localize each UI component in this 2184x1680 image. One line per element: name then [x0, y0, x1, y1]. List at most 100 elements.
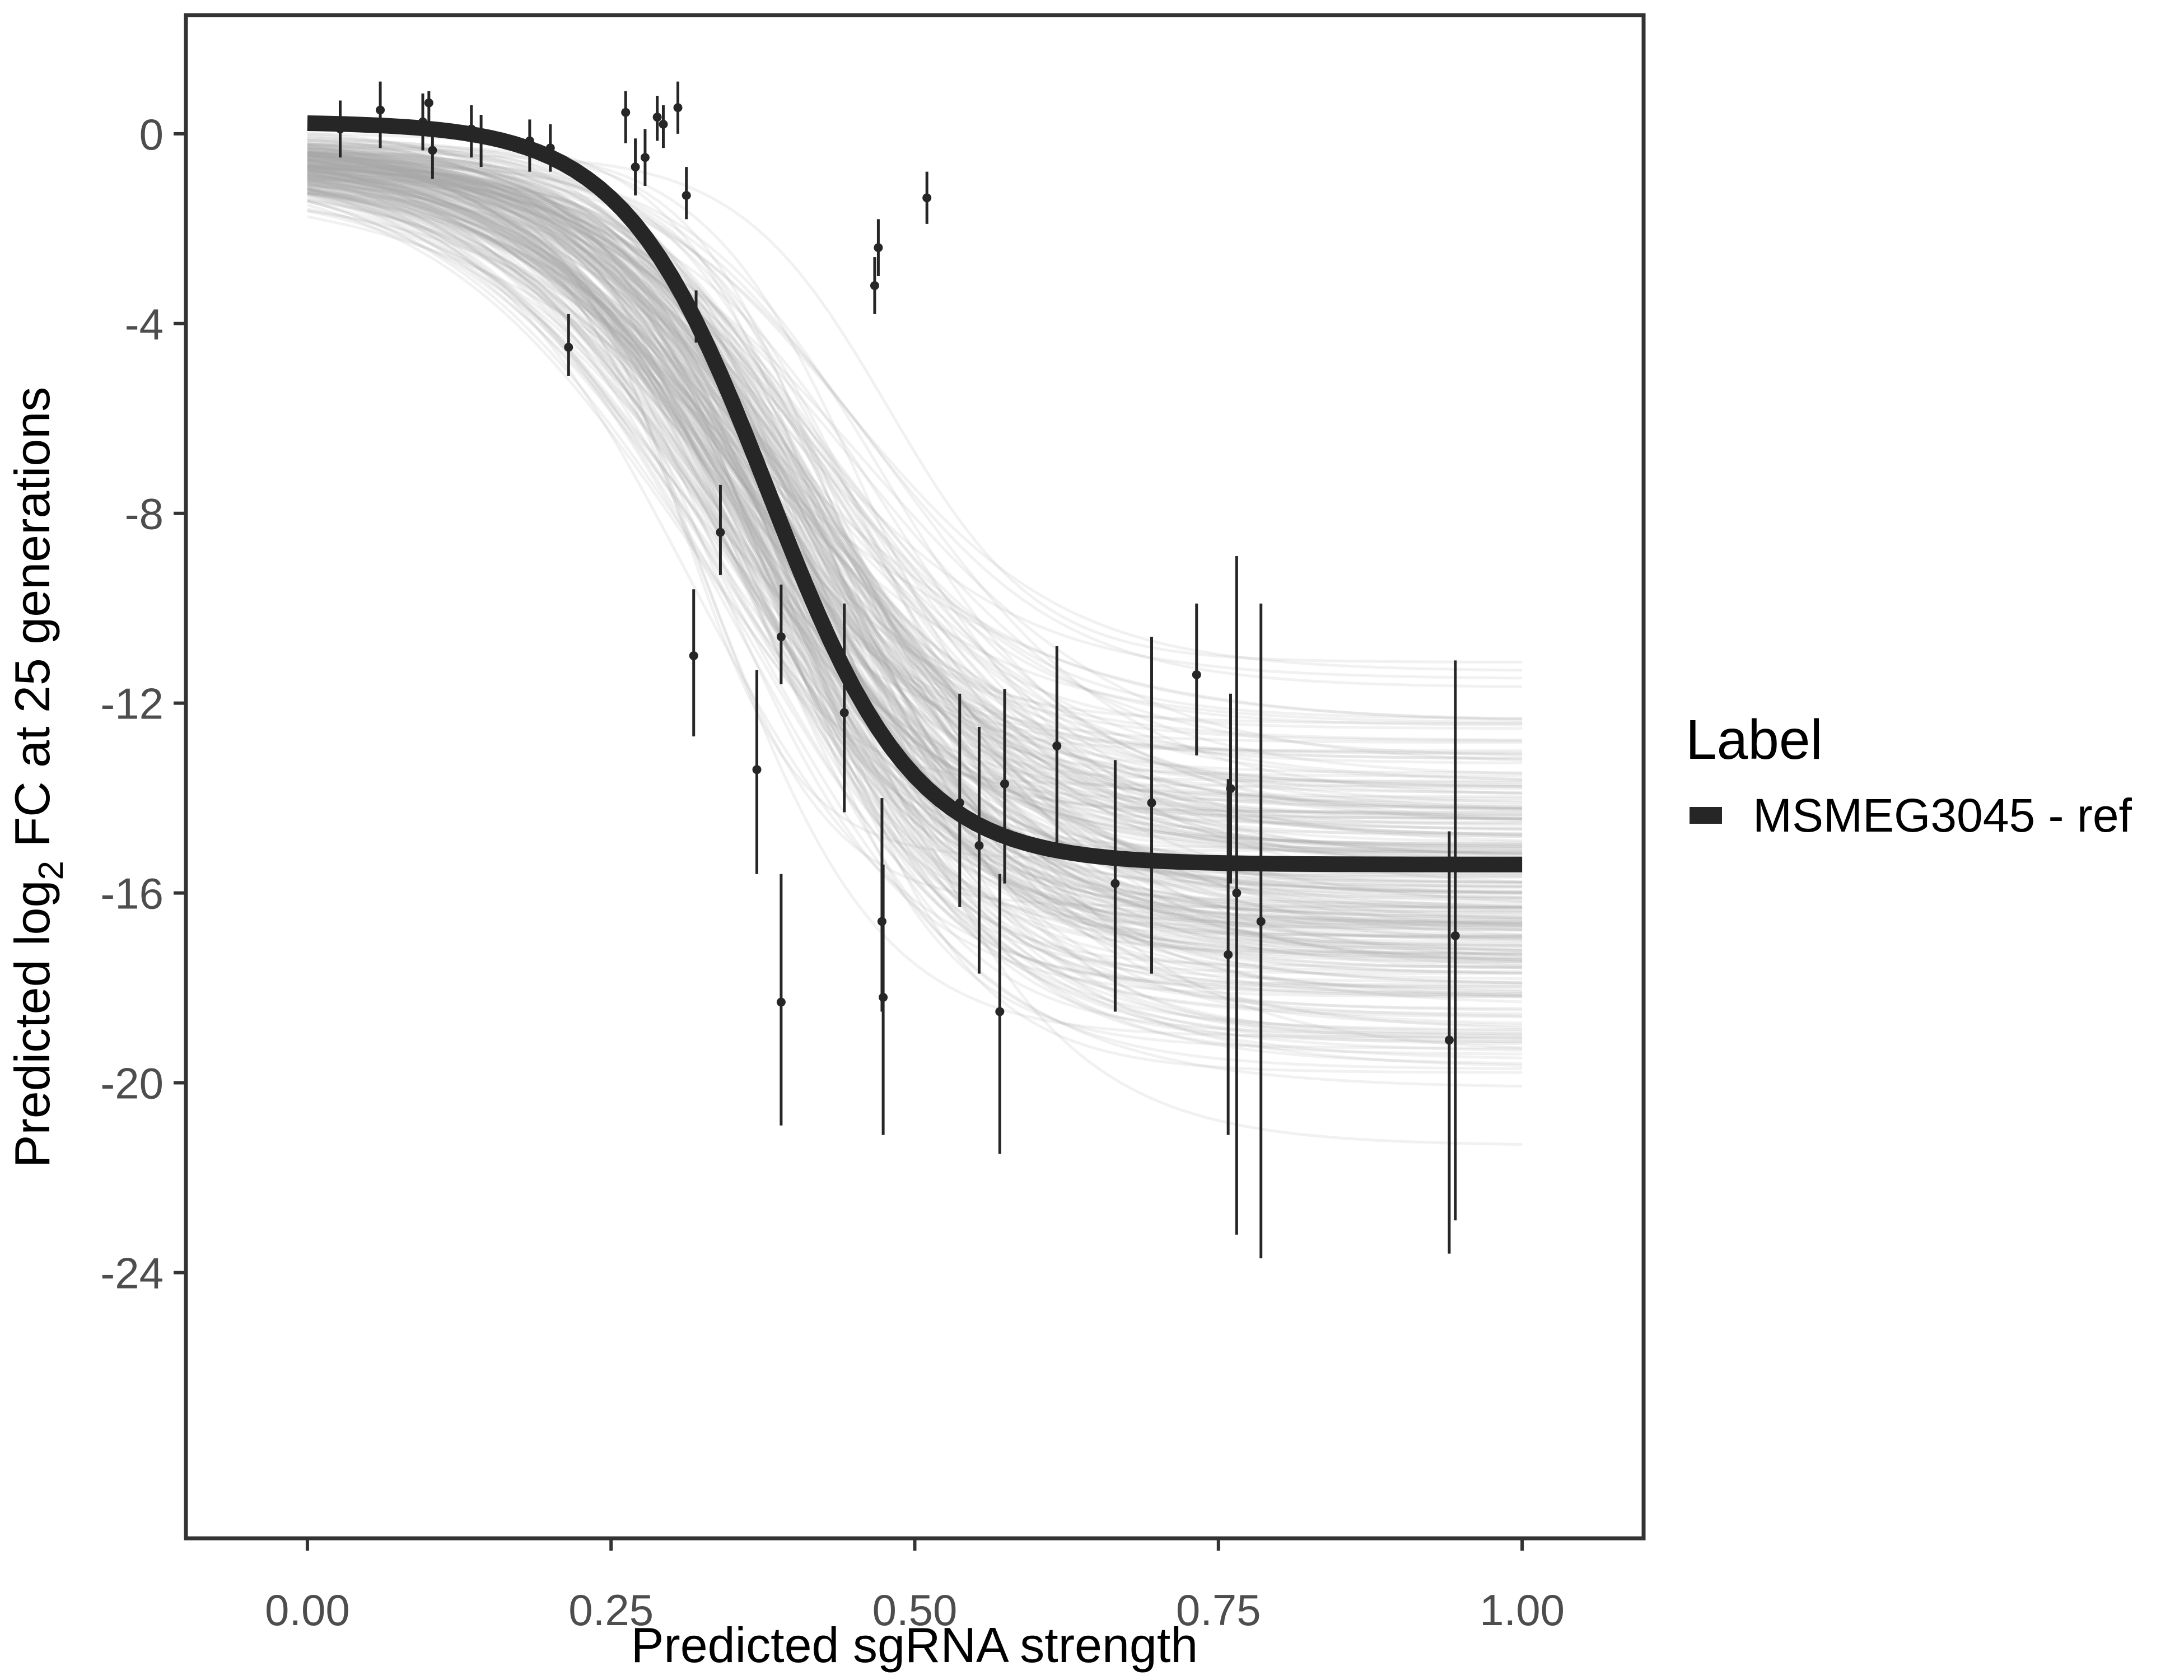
- posterior-draw-curve: [307, 192, 1523, 953]
- posterior-draw-curve: [307, 143, 1523, 794]
- posterior-draw-curve: [307, 148, 1523, 672]
- posterior-draw-curve: [307, 157, 1523, 909]
- posterior-draw-curve: [307, 184, 1523, 998]
- posterior-draw-curve: [307, 155, 1523, 996]
- posterior-draw-curve: [307, 192, 1523, 832]
- posterior-draw-curve: [307, 172, 1523, 860]
- posterior-draw-curve: [307, 154, 1523, 846]
- posterior-draw-curve: [307, 172, 1523, 724]
- posterior-draw-curve: [307, 179, 1523, 1018]
- posterior-draw-curve: [307, 170, 1523, 981]
- posterior-draw-curve: [307, 183, 1523, 820]
- posterior-draw-curve: [307, 142, 1523, 843]
- posterior-draw-curve: [307, 170, 1523, 850]
- posterior-draw-curve: [307, 187, 1523, 903]
- posterior-draw-curve: [307, 158, 1523, 1040]
- posterior-draw-curve: [307, 167, 1523, 888]
- posterior-draw-curve: [307, 150, 1523, 920]
- posterior-draw-curve: [307, 160, 1523, 909]
- posterior-draw-curve: [307, 166, 1523, 889]
- posterior-draw-curve: [307, 159, 1523, 952]
- data-point: [879, 993, 888, 1002]
- y-axis-title-prefix: Predicted log: [4, 880, 60, 1168]
- posterior-draw-curve: [307, 166, 1523, 757]
- posterior-draw-curve: [307, 169, 1523, 884]
- legend-key-swatch: [1690, 807, 1722, 824]
- posterior-draw-curve: [307, 158, 1523, 895]
- posterior-draw-curve: [307, 146, 1523, 961]
- posterior-draw-curve: [307, 155, 1523, 836]
- posterior-draw-curve: [307, 146, 1523, 997]
- posterior-draw-curve: [307, 146, 1523, 908]
- posterior-draw-curve: [307, 169, 1523, 888]
- posterior-draw-curve: [307, 188, 1523, 1088]
- posterior-draw-curve: [307, 167, 1523, 784]
- posterior-draw-curve: [307, 176, 1523, 936]
- posterior-draw-curve: [307, 165, 1523, 762]
- data-point: [564, 343, 573, 352]
- posterior-draw-curve: [307, 137, 1523, 725]
- posterior-draw-curve: [307, 151, 1523, 1146]
- y-tick-label: 0: [139, 110, 164, 159]
- posterior-draw-curve: [307, 177, 1523, 852]
- data-point: [689, 651, 698, 660]
- data-point: [752, 765, 762, 774]
- posterior-draw-curve: [307, 168, 1523, 788]
- posterior-draw-curve: [307, 165, 1523, 1012]
- data-point: [776, 997, 786, 1007]
- posterior-draw-curve: [307, 153, 1523, 995]
- posterior-draw-curve: [307, 170, 1523, 806]
- posterior-draw-curve: [307, 185, 1523, 852]
- posterior-draw-curve: [307, 170, 1523, 730]
- posterior-draw-curve: [307, 164, 1523, 899]
- posterior-draw-curve: [307, 203, 1523, 919]
- posterior-draw-curve: [307, 162, 1523, 937]
- posterior-draw-curve: [307, 141, 1523, 993]
- legend-title: Label: [1686, 708, 1823, 771]
- posterior-draw-curve: [307, 147, 1523, 899]
- posterior-draw-curve: [307, 175, 1523, 814]
- posterior-draw-curve: [307, 183, 1523, 855]
- data-point: [776, 632, 786, 642]
- posterior-draw-curve: [307, 173, 1523, 846]
- posterior-draw-curve: [307, 161, 1523, 855]
- posterior-draw-curve: [307, 132, 1523, 963]
- posterior-draw-curve: [307, 153, 1523, 848]
- x-axis-title: Predicted sgRNA strength: [631, 1617, 1198, 1673]
- y-tick-label: -8: [125, 489, 164, 539]
- posterior-draw-curve: [307, 152, 1523, 664]
- posterior-draw-curve: [307, 172, 1523, 821]
- posterior-draw-curve: [307, 164, 1523, 948]
- y-tick-label: -12: [100, 679, 164, 729]
- posterior-draw-curve: [307, 188, 1523, 956]
- posterior-draw-curve: [307, 175, 1523, 846]
- data-point: [1147, 798, 1156, 808]
- posterior-draw-curve: [307, 139, 1523, 1040]
- posterior-draw-curve: [307, 171, 1523, 741]
- posterior-draw-curve: [307, 174, 1523, 764]
- posterior-draw-curve: [307, 178, 1523, 720]
- posterior-draw-curve: [307, 166, 1523, 800]
- data-point: [659, 119, 668, 129]
- posterior-draw-curve: [307, 186, 1523, 830]
- posterior-draw-curve: [307, 190, 1523, 790]
- data-point: [640, 153, 650, 162]
- posterior-draw-curve: [307, 199, 1523, 860]
- posterior-draw-curve: [307, 147, 1523, 988]
- posterior-draw-curve: [307, 151, 1523, 788]
- posterior-draw-curve: [307, 159, 1523, 925]
- posterior-draw-curve: [307, 183, 1523, 799]
- posterior-draw-curve: [307, 169, 1523, 827]
- posterior-draw-curve: [307, 148, 1523, 998]
- data-point: [874, 243, 883, 253]
- posterior-draw-curve: [307, 156, 1523, 842]
- posterior-draw-curve: [307, 176, 1523, 939]
- posterior-draw-curve: [307, 209, 1523, 871]
- posterior-draw-curve: [307, 169, 1523, 939]
- posterior-draw-curve: [307, 153, 1523, 1039]
- x-tick-label: 1.00: [1480, 1585, 1565, 1635]
- posterior-draw-curve: [307, 151, 1523, 914]
- legend-entry-label: MSMEG3045 - ref: [1753, 789, 2132, 842]
- posterior-draw-curve: [307, 164, 1523, 1043]
- posterior-draw-curve: [307, 165, 1523, 1067]
